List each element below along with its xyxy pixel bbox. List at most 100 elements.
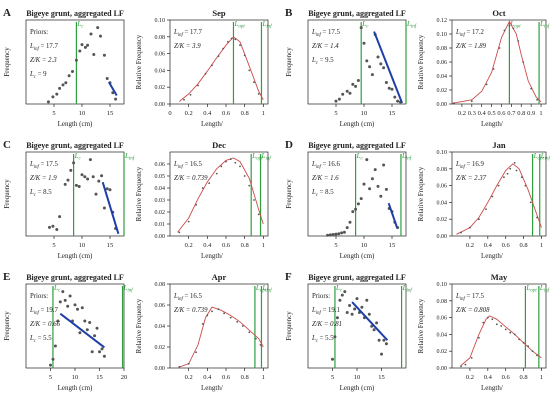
panel-A-lf-data-point — [102, 53, 106, 57]
panel-B-lf-data-point — [365, 59, 369, 63]
panel-sep-ytick-label: 0.04 — [155, 68, 166, 74]
panel-dec-xtick-label: 0.8 — [241, 242, 249, 249]
panel-may-data-point — [482, 321, 485, 324]
panel-C-lf-vline-label: Lc — [74, 152, 82, 162]
panel-dec-title: Dec — [212, 140, 226, 150]
panel-B-lf-letter: B — [285, 7, 293, 19]
panel-may-ytick-label: 0.06 — [437, 316, 448, 322]
panel-may-data-point — [495, 323, 498, 326]
panel-F-lf-fit-line — [351, 301, 389, 341]
panel-sep-ytick-label: 0.06 — [155, 52, 166, 58]
panel-apr-data-point — [217, 308, 220, 311]
panel-F-lf-annotation: Priors: — [312, 293, 330, 300]
panel-dec-ytick-label: 0.04 — [155, 186, 166, 192]
panel-D-lf-annotation: Z/K = 1.6 — [312, 175, 339, 182]
panel-E-lf-annotation: Priors: — [30, 293, 48, 300]
panel-apr-data-point — [187, 362, 190, 365]
panel-apr-vline-label: Linf — [261, 284, 272, 294]
panel-E-lf-data-point — [58, 300, 62, 304]
panel-F-lf-letter: F — [285, 271, 292, 283]
panel-C-lf-xtick-label: 5 — [52, 242, 55, 249]
panel-A-lf-annotation: Lc = 9 — [29, 71, 47, 80]
panel-F-lf-data-point — [372, 328, 376, 332]
panel-may-fitted-curve — [460, 315, 542, 366]
panel-B-lf-data-point — [368, 65, 372, 69]
panel-dec-xlabel: Length/ — [201, 252, 223, 260]
panel-C-lf-annotation: Z/K = 1.9 — [30, 175, 57, 182]
panel-sep-data-point — [253, 81, 255, 84]
panel-sep-fitted-curve — [179, 36, 264, 102]
panel-B-lf-data-point — [387, 86, 391, 90]
panel-may-data-point — [531, 350, 534, 353]
panel-jan-ytick-label: 0.10 — [437, 150, 448, 156]
panel-B-lf-annotation: Z/K = 1.4 — [312, 43, 339, 50]
panel-apr-ytick-label: 0.06 — [155, 303, 166, 309]
panel-jan-xtick-label: 0.2 — [466, 242, 474, 249]
panel-jan-annotation: Z/K = 2.37 — [456, 175, 487, 182]
panel-E-lf-data-point — [90, 350, 94, 354]
panel-E-lf-data-point — [83, 319, 87, 323]
panel-A-lf-fit-line — [108, 81, 118, 97]
panel-sep-xtick-label: 0.8 — [241, 110, 249, 117]
panel-oct-data-point — [453, 102, 455, 105]
panel-B-lf-xtick-label: 15 — [389, 110, 396, 117]
panel-jan-data-point — [485, 208, 487, 211]
panel-C-lf-data-point — [94, 192, 98, 196]
panel-jan-xtick-label: 0.4 — [484, 242, 493, 249]
panel-A-lf-vline-label: Lc — [76, 20, 84, 30]
panel-oct-data-point — [530, 87, 533, 90]
panel-B-lf-xlabel: Length (cm) — [340, 120, 375, 128]
panel-sep-title: Sep — [212, 8, 226, 18]
panel-dec-vline-label: Lopt — [251, 152, 263, 162]
panel-C-lf-data-point — [63, 182, 67, 186]
panel-sep-data-point — [234, 38, 237, 41]
panel-A-lf-annotation: Priors: — [30, 29, 48, 36]
panel-may-annotation: Linf = 17.5 — [455, 293, 485, 302]
panel-sep-data-point — [230, 37, 233, 40]
panel-jan-data-point — [478, 218, 480, 221]
panel-oct-xtick-label: 1 — [539, 110, 542, 117]
panel-may-data-point — [536, 354, 538, 357]
panel-apr-data-point — [178, 366, 181, 368]
panel-F-lf-data-point — [360, 305, 364, 309]
panel-dec-ytick-label: 0.02 — [155, 210, 166, 216]
panel-jan-data-point — [524, 184, 527, 187]
panel-oct-data-point — [522, 61, 525, 63]
panel-jan-data-point — [509, 167, 512, 170]
panel-jan-data-point — [515, 169, 518, 172]
panel-C-lf-annotation: Linf = 17.5 — [29, 161, 59, 170]
panel-may-data-point — [491, 318, 494, 321]
panel-may-xtick-label: 0.2 — [466, 374, 474, 381]
panel-dec-data-point — [225, 160, 227, 163]
panel-B-lf-data-point — [345, 89, 349, 93]
panel-C-lf-vline-label: Linf — [124, 152, 135, 162]
panel-apr-data-point — [211, 310, 213, 313]
panel-E-lf-xtick-label: 15 — [96, 374, 103, 381]
panel-oct-xtick-label: 0.5 — [488, 110, 496, 117]
panel-sep-data-point — [222, 47, 225, 50]
panel-F-lf-data-point — [367, 312, 371, 316]
panel-apr-data-point — [206, 314, 209, 317]
panel-A-lf-data-point — [67, 74, 71, 78]
panel-sep-data-point — [217, 55, 220, 57]
panel-F-lf-vline-label: Linf — [402, 284, 413, 294]
panel-apr-data-point — [201, 323, 204, 325]
panel-jan-data-point — [520, 176, 523, 179]
panel-dec-ytick-label: 0.01 — [155, 222, 166, 228]
panel-sep-ytick-label: 0.02 — [155, 85, 166, 91]
panel-sep-plot-frame — [169, 19, 269, 105]
panel-F-lf-data-point — [350, 312, 354, 316]
panel-E-lf-data-point — [100, 347, 104, 351]
panel-apr-data-point — [236, 320, 239, 323]
panel-may-xtick-label: 0.4 — [484, 374, 493, 381]
panel-D-lf-data-point — [351, 210, 355, 214]
panel-E-lf-title: Bigeye grunt, aggregated LF — [26, 273, 124, 282]
panel-apr-ytick-label: 0.04 — [155, 324, 166, 330]
panel-D-lf-plot-frame — [307, 151, 407, 237]
panel-oct-vline-label: Lopt — [509, 20, 521, 30]
panel-may-ytick-label: 0.10 — [437, 282, 448, 288]
panel-dec-data-point — [220, 165, 223, 168]
panel-sep-xtick-label: 1 — [262, 110, 265, 117]
panel-F-lf-vline-label: Lc — [335, 284, 343, 294]
panel-apr-xlabel: Length/ — [201, 384, 223, 392]
